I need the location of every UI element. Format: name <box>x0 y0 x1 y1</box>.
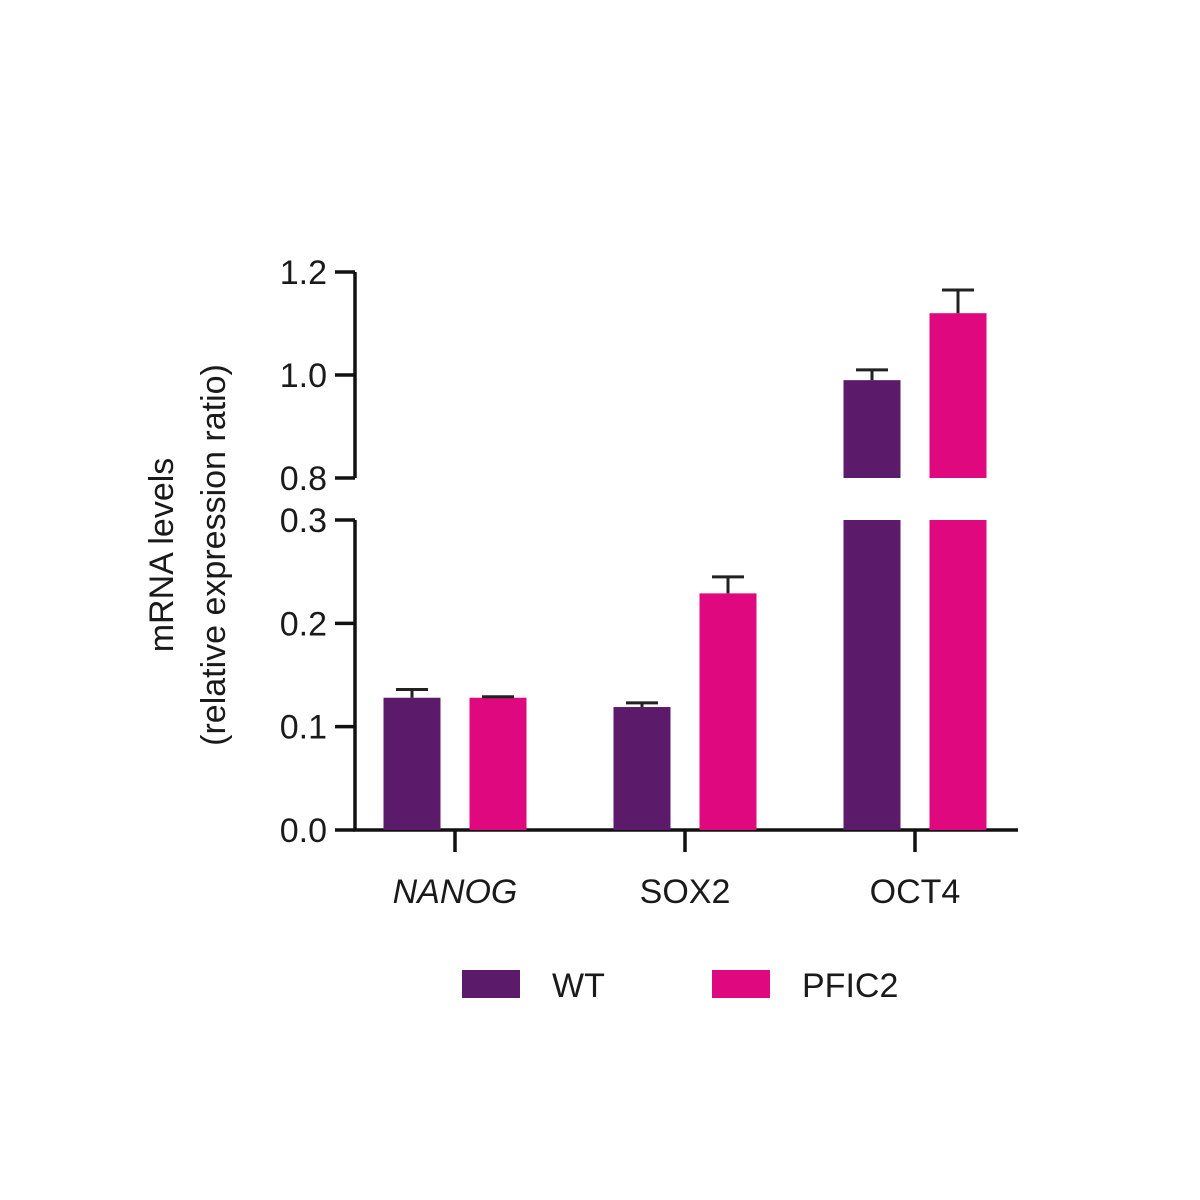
x-label-nanog: NANOG <box>393 873 518 911</box>
y-axis-label-line1: mRNA levels <box>143 458 181 653</box>
y-tick-1-2-label: 1.2 <box>280 254 327 292</box>
bar-sox2-pfic2 <box>699 593 757 830</box>
y-tick-0-2-label: 0.2 <box>280 605 327 643</box>
x-label-sox2: SOX2 <box>640 873 731 911</box>
y-axis-label: mRNA levels (relative expression ratio) <box>143 364 233 746</box>
error-bars <box>396 288 974 708</box>
x-label-oct4: OCT4 <box>870 873 961 911</box>
y-tick-0-0-label: 0.0 <box>280 812 327 850</box>
x-categories: NANOG SOX2 OCT4 <box>393 830 961 911</box>
y-axis-label-line2: (relative expression ratio) <box>195 364 233 746</box>
legend-label-pfic2: PFIC2 <box>802 967 898 1005</box>
y-tick-0-1-label: 0.1 <box>280 709 327 747</box>
y-tick-0-8-label: 0.8 <box>280 460 327 498</box>
legend-swatch-pfic2 <box>712 970 770 998</box>
bar-oct4-pfic2-upper <box>929 313 987 478</box>
bar-nanog-wt <box>383 697 441 830</box>
bar-sox2-wt <box>613 707 671 830</box>
bars <box>383 313 987 830</box>
bar-oct4-wt-lower <box>843 520 901 830</box>
y-ticks: 0.0 0.1 0.2 0.3 0.8 1.0 1.2 <box>280 254 355 850</box>
y-tick-1-0-label: 1.0 <box>280 357 327 395</box>
y-tick-0-3-label: 0.3 <box>280 502 327 540</box>
bar-oct4-pfic2-lower <box>929 520 987 830</box>
legend-swatch-wt <box>462 970 520 998</box>
axes <box>353 272 1018 832</box>
bar-oct4-wt-upper <box>843 380 901 478</box>
legend-label-wt: WT <box>552 967 605 1005</box>
legend: WT PFIC2 <box>462 967 898 1005</box>
bar-nanog-pfic2 <box>469 697 527 830</box>
